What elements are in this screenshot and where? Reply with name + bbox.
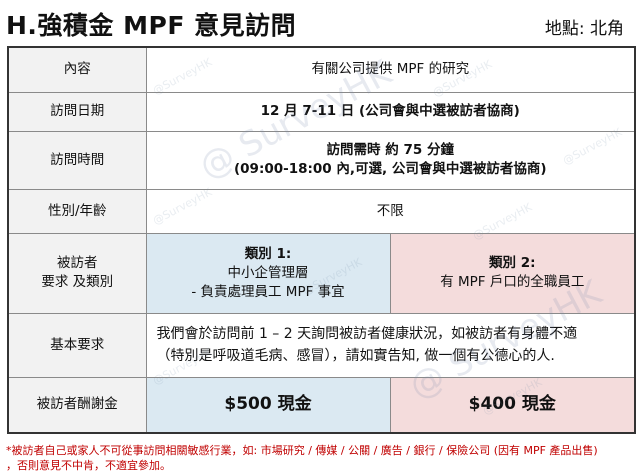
category-1-line1: 中小企管理層 xyxy=(227,264,309,281)
date-value: 12 月 7-11 日 (公司會與中選被訪者協商) xyxy=(145,91,636,132)
footnote-line2: ，否則意見不中肯，不適宜參加。 xyxy=(6,459,171,472)
page-title: H.強積金 MPF 意見訪問 xyxy=(6,11,297,40)
content-value: 有關公司提供 MPF 的研究 xyxy=(145,46,636,93)
time-value: 訪問需時 約 75 分鐘 (09:00-18:00 內,可選, 公司會與中選被訪… xyxy=(145,130,636,190)
reward-category-1: $500 現金 xyxy=(145,376,391,434)
category-2-line1: 有 MPF 戶口的全職員工 xyxy=(440,274,585,290)
basic-requirements-line2: （特別是呼吸道毛病、感冒），請如實告知, 做一個有公德心的人. xyxy=(156,348,555,364)
requirements-label: 被訪者 要求 及類別 xyxy=(7,232,147,314)
row-time: 訪問時間 訪問需時 約 75 分鐘 (09:00-18:00 內,可選, 公司會… xyxy=(7,130,636,190)
time-label: 訪問時間 xyxy=(7,130,147,190)
gender-age-label: 性別/年齡 xyxy=(7,188,147,234)
location-label: 地點: 北角 xyxy=(544,19,624,39)
content-label: 內容 xyxy=(7,46,147,93)
basic-requirements-label: 基本要求 xyxy=(7,312,147,378)
category-1-line2: - 負責處理員工 MPF 事宜 xyxy=(191,283,345,300)
reward-category-2: $400 現金 xyxy=(389,376,636,434)
footnote: *被訪者自己或家人不可從事訪問相關敏感行業，如: 市場研究 / 傳媒 / 公關 … xyxy=(6,443,636,473)
row-content: 內容 有關公司提供 MPF 的研究 xyxy=(7,46,636,93)
gender-age-value: 不限 xyxy=(145,188,636,234)
row-date: 訪問日期 12 月 7-11 日 (公司會與中選被訪者協商) xyxy=(7,91,636,132)
basic-requirements-line1: 我們會於訪問前 1 – 2 天詢問被訪者健康狀況，如被訪者有身體不適 xyxy=(156,326,578,342)
category-1-cell: 類別 1: 中小企管理層 - 負責處理員工 MPF 事宜 xyxy=(145,232,391,314)
row-basic-requirements: 基本要求 我們會於訪問前 1 – 2 天詢問被訪者健康狀況，如被訪者有身體不適 … xyxy=(7,312,636,378)
category-2-cell: 類別 2: 有 MPF 戶口的全職員工 xyxy=(389,232,636,314)
row-reward: 被訪者酬謝金 $500 現金 $400 現金 xyxy=(7,376,636,434)
time-duration: 訪問需時 約 75 分鐘 xyxy=(326,142,454,158)
survey-info-table: 內容 有關公司提供 MPF 的研究 訪問日期 12 月 7-11 日 (公司會與… xyxy=(7,46,637,434)
category-2-title: 類別 2: xyxy=(489,255,536,271)
category-1-title: 類別 1: xyxy=(244,245,292,262)
date-label: 訪問日期 xyxy=(7,91,147,132)
requirements-label-line1: 被訪者 xyxy=(57,255,98,271)
time-window: (09:00-18:00 內,可選, 公司會與中選被訪者協商) xyxy=(233,161,547,177)
reward-label: 被訪者酬謝金 xyxy=(7,376,147,434)
basic-requirements-value: 我們會於訪問前 1 – 2 天詢問被訪者健康狀況，如被訪者有身體不適 （特別是呼… xyxy=(145,312,636,378)
footnote-line1: *被訪者自己或家人不可從事訪問相關敏感行業，如: 市場研究 / 傳媒 / 公關 … xyxy=(6,444,598,457)
row-gender-age: 性別/年齡 不限 xyxy=(7,188,636,234)
requirements-label-line2: 要求 及類別 xyxy=(41,274,114,290)
row-requirements: 被訪者 要求 及類別 類別 1: 中小企管理層 - 負責處理員工 MPF 事宜 … xyxy=(7,232,636,314)
